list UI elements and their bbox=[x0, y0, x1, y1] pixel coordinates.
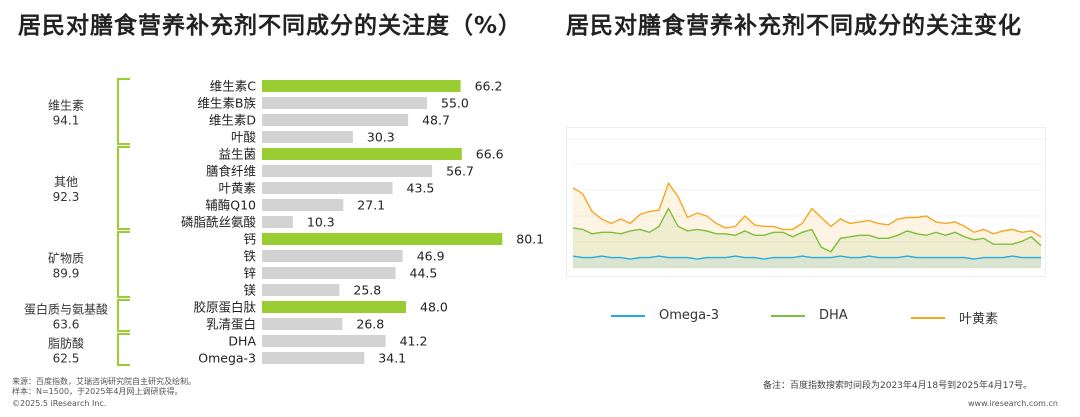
category-label: 维生素C bbox=[210, 79, 257, 94]
value-label: 10.3 bbox=[307, 215, 335, 230]
area-lutein bbox=[573, 183, 1041, 268]
legend-swatch-omega3 bbox=[611, 314, 645, 317]
category-label: 镁 bbox=[243, 283, 256, 298]
value-label: 66.2 bbox=[475, 79, 503, 94]
bar bbox=[262, 80, 461, 92]
group-bracket bbox=[117, 231, 130, 298]
bar-chart-title: 居民对膳食营养补充剂不同成分的关注度（%） bbox=[18, 13, 523, 39]
value-label: 26.8 bbox=[356, 317, 384, 332]
legend-swatch-dha bbox=[771, 314, 805, 317]
category-label: 铁 bbox=[243, 249, 256, 264]
group-value: 62.5 bbox=[53, 352, 80, 366]
bar bbox=[262, 301, 406, 313]
category-label: 辅酶Q10 bbox=[205, 198, 256, 213]
category-label: 锌 bbox=[243, 266, 256, 281]
legend-label-dha: DHA bbox=[819, 308, 848, 323]
group-value: 92.3 bbox=[53, 190, 80, 204]
bar bbox=[262, 199, 344, 211]
value-label: 48.7 bbox=[422, 113, 450, 128]
footnote-sample: 样本：N=1500，于2025年4月网上调研获得。 bbox=[12, 387, 183, 396]
legend-item-omega3: Omega-3 bbox=[611, 308, 719, 323]
group-value: 94.1 bbox=[53, 114, 80, 128]
category-label: DHA bbox=[228, 334, 256, 349]
footnote-source: 来源：百度指数，艾瑞咨询研究院自主研究及绘制。 bbox=[12, 377, 196, 386]
group-bracket bbox=[117, 146, 130, 230]
line-dha bbox=[572, 207, 1042, 253]
bar bbox=[262, 114, 409, 126]
legend-label-omega3: Omega-3 bbox=[659, 308, 720, 323]
group-name: 维生素 bbox=[48, 99, 84, 113]
category-label: 维生素B族 bbox=[197, 96, 256, 111]
category-label: 叶黄素 bbox=[218, 181, 256, 196]
value-label: 25.8 bbox=[353, 283, 381, 298]
line-omega3 bbox=[572, 255, 1041, 260]
bar bbox=[262, 216, 293, 228]
value-label: 66.6 bbox=[476, 147, 504, 162]
value-label: 30.3 bbox=[367, 130, 395, 145]
website: www.iresearch.com.cn bbox=[968, 399, 1058, 408]
category-label: 叶酸 bbox=[231, 130, 257, 145]
category-label: 胶原蛋白肽 bbox=[193, 300, 256, 315]
value-label: 27.1 bbox=[357, 198, 385, 213]
line-lutein bbox=[572, 181, 1042, 238]
bar bbox=[262, 97, 427, 109]
group-name: 其他 bbox=[54, 175, 78, 189]
value-label: 43.5 bbox=[407, 181, 435, 196]
legend-label-lutein: 叶黄素 bbox=[959, 312, 999, 327]
group-bracket bbox=[117, 78, 130, 145]
bar bbox=[262, 182, 393, 194]
bar bbox=[262, 165, 433, 177]
group-bracket bbox=[117, 333, 130, 366]
value-label: 48.0 bbox=[420, 300, 448, 315]
bar bbox=[262, 352, 365, 364]
trend-legend: Omega-3 DHA 叶黄素 bbox=[566, 308, 1046, 328]
legend-swatch-lutein bbox=[911, 316, 945, 319]
group-name: 蛋白质与氨基酸 bbox=[24, 302, 108, 317]
bar bbox=[262, 318, 343, 330]
group-name: 矿物质 bbox=[48, 252, 84, 266]
legend-item-lutein: 叶黄素 bbox=[911, 308, 998, 327]
trend-chart-area bbox=[566, 127, 1047, 277]
category-label: 膳食纤维 bbox=[206, 164, 256, 179]
value-label: 56.7 bbox=[446, 164, 474, 179]
value-label: 44.5 bbox=[410, 266, 438, 281]
area-dha bbox=[573, 208, 1041, 268]
bar bbox=[262, 131, 353, 143]
bar bbox=[262, 335, 386, 347]
bar bbox=[262, 284, 340, 296]
value-label: 55.0 bbox=[441, 96, 469, 111]
group-value: 63.6 bbox=[53, 318, 80, 332]
value-label: 46.9 bbox=[417, 249, 445, 264]
category-label: 磷脂酰丝氨酸 bbox=[181, 215, 257, 230]
trend-line-chart bbox=[567, 138, 1047, 269]
bar bbox=[262, 148, 462, 160]
category-label: 维生素D bbox=[209, 113, 256, 128]
group-name: 脂肪酸 bbox=[48, 336, 84, 351]
bar bbox=[262, 233, 503, 245]
value-label: 41.2 bbox=[400, 334, 428, 349]
bar bbox=[262, 250, 403, 262]
value-label: 80.1 bbox=[516, 232, 544, 247]
value-label: 34.1 bbox=[378, 351, 406, 366]
copyright: ©2025.5 iResearch Inc. bbox=[12, 399, 107, 408]
category-label: 钙 bbox=[243, 232, 256, 247]
line-chart-title: 居民对膳食营养补充剂不同成分的关注变化 bbox=[566, 13, 1022, 39]
bar bbox=[262, 267, 396, 279]
footnote-note: 备注：百度指数搜索时间段为2023年4月18号到2025年4月17号。 bbox=[763, 381, 1033, 391]
category-label: 益生菌 bbox=[218, 147, 256, 162]
category-label: Omega-3 bbox=[198, 351, 256, 366]
group-bracket bbox=[117, 299, 130, 332]
group-value: 89.9 bbox=[53, 267, 80, 281]
legend-item-dha: DHA bbox=[771, 308, 848, 323]
category-label: 乳清蛋白 bbox=[206, 317, 256, 332]
area-omega3 bbox=[573, 256, 1041, 268]
attention-bar-chart: 维生素C 66.2 维生素B族 55.0 维生素D 48.7 叶酸 30.3 益生菌 66.6 膳食… bbox=[24, 78, 544, 366]
